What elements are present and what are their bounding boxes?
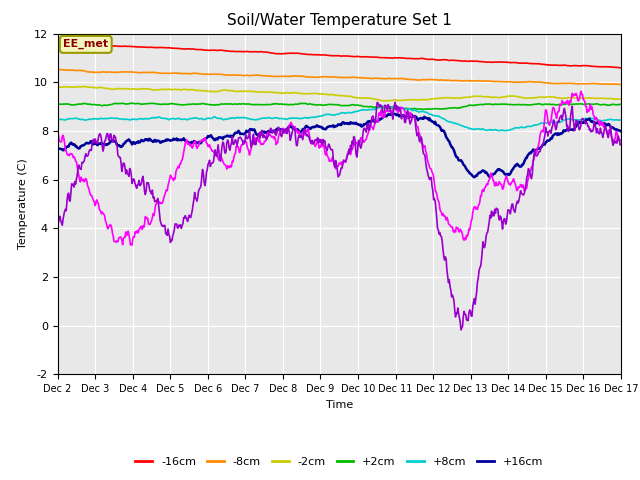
+2cm [426,107,433,112]
-2cm [410,97,417,103]
+16cm [425,117,433,123]
Line: -16cm: -16cm [58,43,621,68]
-2cm [380,98,388,104]
-16cm [180,46,188,52]
-8cm [210,71,218,77]
+8cm [179,117,187,122]
+8cm [209,115,216,120]
-16cm [617,65,625,71]
+2cm [617,101,625,107]
Line: -2cm: -2cm [58,86,621,101]
+64cm [425,175,433,180]
+8cm [425,111,433,117]
-8cm [123,69,131,75]
-2cm [123,86,131,92]
-8cm [55,67,63,72]
-16cm [123,44,131,49]
-16cm [54,41,61,47]
+64cm [408,114,416,120]
-8cm [425,76,433,82]
+32cm [54,131,61,137]
+64cm [457,327,465,333]
-16cm [425,57,433,62]
+2cm [129,100,136,106]
+8cm [64,116,72,122]
Line: -8cm: -8cm [58,70,621,84]
-2cm [64,84,72,90]
-2cm [81,84,88,89]
Line: +8cm: +8cm [58,106,621,131]
+8cm [54,116,61,122]
-8cm [54,67,61,72]
+16cm [122,139,129,144]
+32cm [127,242,134,248]
Line: +2cm: +2cm [58,103,621,109]
+16cm [64,144,72,149]
-8cm [65,67,72,73]
+32cm [408,115,416,120]
Text: EE_met: EE_met [63,39,108,49]
-8cm [408,76,416,82]
+32cm [180,149,188,155]
+2cm [122,101,129,107]
-16cm [210,48,218,53]
+2cm [210,102,218,108]
Line: +64cm: +64cm [58,102,621,330]
Line: +16cm: +16cm [58,113,621,177]
+16cm [408,113,416,119]
+64cm [122,171,129,177]
+2cm [180,102,188,108]
+8cm [500,128,508,133]
-16cm [65,40,72,46]
+16cm [179,137,187,143]
+64cm [392,99,399,105]
-8cm [180,71,188,76]
+32cm [617,138,625,144]
+16cm [209,135,216,141]
+16cm [470,174,478,180]
+2cm [408,106,416,112]
+64cm [64,192,72,198]
X-axis label: Time: Time [326,400,353,409]
-2cm [180,86,188,92]
+8cm [122,117,129,122]
Y-axis label: Temperature (C): Temperature (C) [18,158,28,250]
+8cm [380,103,387,109]
+64cm [209,160,216,166]
+16cm [54,145,61,151]
-2cm [617,96,625,102]
+2cm [54,101,61,107]
+16cm [389,110,397,116]
-2cm [54,84,61,90]
+32cm [425,162,433,168]
-16cm [64,41,72,47]
+32cm [64,152,72,158]
+2cm [64,101,72,107]
+16cm [617,128,625,134]
-16cm [408,56,416,61]
Title: Soil/Water Temperature Set 1: Soil/Water Temperature Set 1 [227,13,452,28]
+32cm [577,88,585,94]
+8cm [617,117,625,123]
Line: +32cm: +32cm [58,91,621,245]
+32cm [210,149,218,155]
-2cm [210,89,218,95]
+32cm [122,229,129,235]
+8cm [408,108,416,114]
+2cm [419,107,426,112]
+64cm [54,225,61,231]
+64cm [179,221,187,227]
+64cm [617,142,625,147]
-2cm [426,96,433,102]
-8cm [617,82,625,87]
